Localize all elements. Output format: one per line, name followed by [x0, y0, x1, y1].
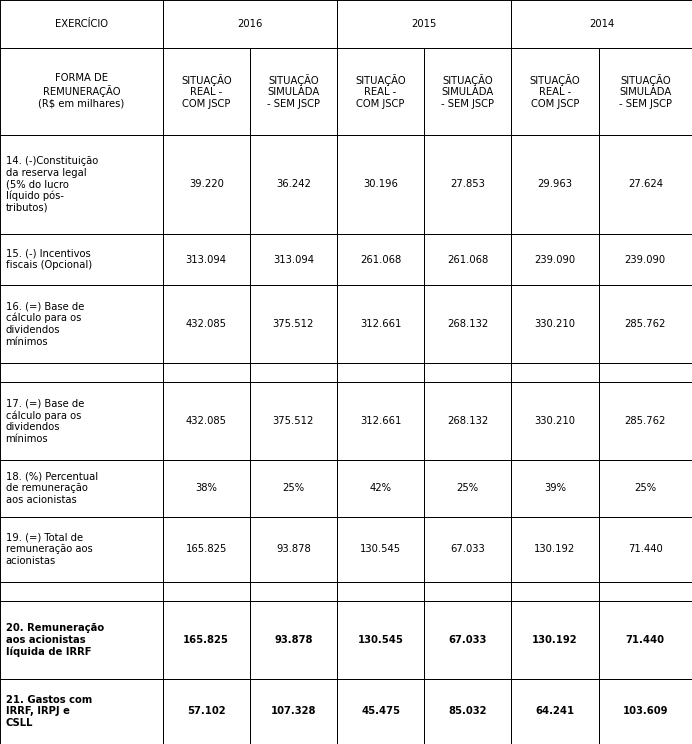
Text: SITUAÇÃO
SIMULADA
- SEM JSCP: SITUAÇÃO SIMULADA - SEM JSCP — [441, 74, 494, 109]
Text: 285.762: 285.762 — [625, 416, 666, 426]
Text: 15. (-) Incentivos
fiscais (Opcional): 15. (-) Incentivos fiscais (Opcional) — [6, 248, 91, 270]
Text: 30.196: 30.196 — [363, 179, 398, 190]
Text: 165.825: 165.825 — [185, 544, 227, 554]
Text: SITUAÇÃO
REAL -
COM JSCP: SITUAÇÃO REAL - COM JSCP — [355, 74, 406, 109]
Text: 312.661: 312.661 — [360, 319, 401, 329]
Text: 18. (%) Percentual
de remuneração
aos acionistas: 18. (%) Percentual de remuneração aos ac… — [6, 472, 98, 505]
Text: 130.192: 130.192 — [532, 635, 578, 645]
Text: 19. (=) Total de
remuneração aos
acionistas: 19. (=) Total de remuneração aos acionis… — [6, 533, 92, 565]
Text: 25%: 25% — [282, 484, 304, 493]
Text: 375.512: 375.512 — [273, 319, 314, 329]
Text: 38%: 38% — [195, 484, 217, 493]
Text: 313.094: 313.094 — [273, 254, 314, 265]
Text: 285.762: 285.762 — [625, 319, 666, 329]
Text: 93.878: 93.878 — [274, 635, 313, 645]
Text: 45.475: 45.475 — [361, 707, 400, 716]
Text: 330.210: 330.210 — [534, 416, 576, 426]
Text: 29.963: 29.963 — [538, 179, 572, 190]
Text: 375.512: 375.512 — [273, 416, 314, 426]
Text: 39.220: 39.220 — [189, 179, 224, 190]
Text: 103.609: 103.609 — [623, 707, 668, 716]
Text: 130.192: 130.192 — [534, 544, 576, 554]
Text: 67.033: 67.033 — [450, 544, 485, 554]
Text: 130.545: 130.545 — [358, 635, 403, 645]
Text: 432.085: 432.085 — [185, 319, 227, 329]
Text: 268.132: 268.132 — [447, 319, 489, 329]
Text: FORMA DE
REMUNERAÇÃO
(R$ em milhares): FORMA DE REMUNERAÇÃO (R$ em milhares) — [38, 74, 125, 109]
Text: 39%: 39% — [544, 484, 566, 493]
Text: 93.878: 93.878 — [276, 544, 311, 554]
Text: 27.624: 27.624 — [628, 179, 663, 190]
Text: 21. Gastos com
IRRF, IRPJ e
CSLL: 21. Gastos com IRRF, IRPJ e CSLL — [6, 695, 92, 728]
Text: 71.440: 71.440 — [626, 635, 665, 645]
Text: SITUAÇÃO
SIMULADA
- SEM JSCP: SITUAÇÃO SIMULADA - SEM JSCP — [619, 74, 672, 109]
Text: 432.085: 432.085 — [185, 416, 227, 426]
Text: 17. (=) Base de
cálculo para os
dividendos
mínimos: 17. (=) Base de cálculo para os dividend… — [6, 398, 84, 443]
Text: SITUAÇÃO
SIMULADA
- SEM JSCP: SITUAÇÃO SIMULADA - SEM JSCP — [267, 74, 320, 109]
Text: 2015: 2015 — [412, 19, 437, 29]
Text: 64.241: 64.241 — [536, 707, 574, 716]
Text: 85.032: 85.032 — [448, 707, 487, 716]
Text: 107.328: 107.328 — [271, 707, 316, 716]
Text: 25%: 25% — [635, 484, 656, 493]
Text: 261.068: 261.068 — [360, 254, 401, 265]
Text: 71.440: 71.440 — [628, 544, 663, 554]
Text: 2016: 2016 — [237, 19, 262, 29]
Text: 67.033: 67.033 — [448, 635, 487, 645]
Text: 313.094: 313.094 — [185, 254, 227, 265]
Text: 268.132: 268.132 — [447, 416, 489, 426]
Text: SITUAÇÃO
REAL -
COM JSCP: SITUAÇÃO REAL - COM JSCP — [181, 74, 232, 109]
Text: 330.210: 330.210 — [534, 319, 576, 329]
Text: 36.242: 36.242 — [276, 179, 311, 190]
Text: 25%: 25% — [457, 484, 479, 493]
Text: 27.853: 27.853 — [450, 179, 485, 190]
Text: 312.661: 312.661 — [360, 416, 401, 426]
Text: 239.090: 239.090 — [625, 254, 666, 265]
Text: 165.825: 165.825 — [183, 635, 229, 645]
Text: 239.090: 239.090 — [534, 254, 576, 265]
Text: 42%: 42% — [370, 484, 392, 493]
Text: 14. (-)Constituição
da reserva legal
(5% do lucro
líquido pós-
tributos): 14. (-)Constituição da reserva legal (5%… — [6, 156, 98, 213]
Text: SITUAÇÃO
REAL -
COM JSCP: SITUAÇÃO REAL - COM JSCP — [529, 74, 581, 109]
Text: 16. (=) Base de
cálculo para os
dividendos
mínimos: 16. (=) Base de cálculo para os dividend… — [6, 301, 84, 347]
Text: EXERCÍCIO: EXERCÍCIO — [55, 19, 108, 29]
Text: 261.068: 261.068 — [447, 254, 489, 265]
Text: 20. Remuneração
aos acionistas
líquida de IRRF: 20. Remuneração aos acionistas líquida d… — [6, 623, 104, 657]
Text: 130.545: 130.545 — [360, 544, 401, 554]
Text: 57.102: 57.102 — [187, 707, 226, 716]
Text: 2014: 2014 — [589, 19, 614, 29]
